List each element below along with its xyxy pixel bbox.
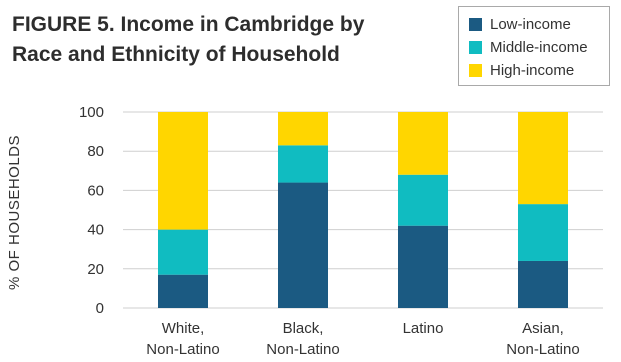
y-tick-label-0: 0	[96, 300, 104, 317]
bar-asian-non-latino-high-income	[518, 112, 568, 205]
bar-black-non-latino-low-income	[278, 182, 328, 308]
y-tick-label-40: 40	[87, 222, 104, 239]
y-tick-label-100: 100	[79, 104, 104, 121]
bar-white-non-latino-high-income	[158, 112, 208, 230]
bar-white-non-latino-middle-income	[158, 229, 208, 275]
bar-white-non-latino-low-income	[158, 274, 208, 308]
bar-black-non-latino-high-income	[278, 112, 328, 146]
legend-swatch-middle-income	[469, 41, 482, 54]
legend-swatch-low-income	[469, 18, 482, 31]
x-tick-label-latino: Latino	[403, 320, 444, 337]
x-tick-label-black-non-latino: Black, Non-Latino	[266, 320, 339, 358]
bar-asian-non-latino-middle-income	[518, 204, 568, 261]
legend-label-low-income: Low-income	[490, 16, 571, 33]
bar-latino-low-income	[398, 225, 448, 308]
legend-label-high-income: High-income	[490, 62, 575, 79]
bar-latino-middle-income	[398, 174, 448, 226]
legend-swatch-high-income	[469, 64, 482, 77]
y-tick-label-60: 60	[87, 182, 104, 199]
bar-latino-high-income	[398, 112, 448, 175]
bar-black-non-latino-middle-income	[278, 145, 328, 183]
legend-item-low-income: Low-income	[469, 13, 609, 36]
chart-title: FIGURE 5. Income in Cambridge by Race an…	[12, 13, 365, 66]
x-tick-label-asian-non-latino: Asian, Non-Latino	[506, 320, 579, 358]
x-tick-label-line: Non-Latino	[266, 341, 339, 358]
legend: Low-income Middle-income High-income	[458, 6, 610, 86]
x-tick-label-line: Non-Latino	[146, 341, 219, 358]
x-tick-label-line: Latino	[403, 320, 444, 337]
bar-asian-non-latino-low-income	[518, 260, 568, 308]
legend-label-middle-income: Middle-income	[490, 39, 588, 56]
legend-item-middle-income: Middle-income	[469, 36, 609, 59]
legend-item-high-income: High-income	[469, 59, 609, 82]
x-tick-label-line: Black,	[283, 320, 324, 337]
x-tick-label-white-non-latino: White, Non-Latino	[146, 320, 219, 358]
y-tick-label-80: 80	[87, 143, 104, 160]
x-tick-label-line: White,	[162, 320, 205, 337]
x-tick-label-line: Asian,	[522, 320, 564, 337]
y-tick-label-20: 20	[87, 261, 104, 278]
x-tick-label-line: Non-Latino	[506, 341, 579, 358]
